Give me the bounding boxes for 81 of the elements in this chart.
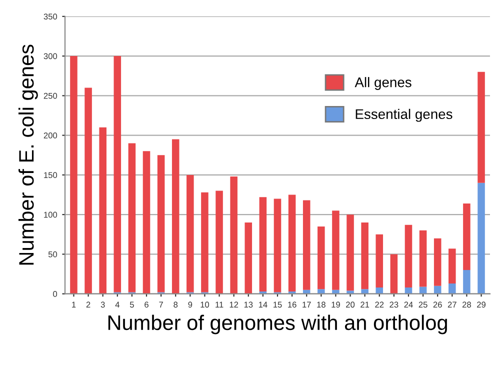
legend-label: All genes	[354, 77, 412, 90]
bar	[478, 72, 485, 183]
bar	[434, 286, 442, 294]
y-tick-label: 300	[44, 53, 58, 60]
x-tick-label: 11	[216, 302, 224, 308]
y-tick-label: 350	[44, 14, 58, 20]
bar	[302, 200, 310, 290]
bar	[128, 143, 136, 292]
x-tick-label: 4	[115, 302, 120, 308]
x-tick-label: 13	[244, 302, 253, 308]
bar	[361, 222, 368, 290]
x-tick-label: 15	[274, 302, 282, 308]
bar	[419, 286, 427, 294]
bar	[157, 155, 165, 292]
y-tick-label: 250	[44, 92, 58, 99]
bar	[186, 174, 194, 292]
x-tick-label: 5	[130, 302, 134, 308]
y-tick-label: 100	[44, 212, 58, 218]
bar	[419, 230, 427, 287]
bar	[142, 151, 150, 294]
x-tick-label: 17	[302, 302, 311, 308]
x-tick-label: 2	[86, 302, 90, 308]
bar	[230, 176, 238, 294]
x-tick-label: 7	[159, 302, 163, 308]
x-tick-label: 25	[418, 302, 428, 308]
bar	[244, 222, 252, 294]
y-axis-title: Number of E. coli genes	[18, 44, 38, 265]
x-tick-label: 19	[332, 302, 340, 308]
x-tick-label: 18	[317, 302, 326, 308]
bar	[274, 198, 282, 292]
bar	[216, 190, 223, 294]
bar	[332, 210, 340, 290]
bar	[259, 197, 267, 292]
bar	[478, 182, 485, 294]
x-tick-label: 6	[144, 302, 148, 308]
bar	[84, 88, 92, 294]
bar	[172, 139, 180, 294]
bar	[201, 192, 208, 292]
bar	[361, 289, 368, 294]
bar	[99, 127, 106, 294]
x-tick-label: 26	[433, 302, 442, 308]
bar	[332, 290, 340, 294]
x-axis-title: Number of genomes with an ortholog	[108, 314, 447, 334]
x-tick-label: 28	[462, 302, 471, 308]
bar	[390, 254, 398, 294]
bar	[318, 226, 325, 290]
bar	[114, 56, 122, 292]
y-tick-label: 200	[44, 132, 58, 138]
x-tick-label: 14	[258, 302, 268, 308]
x-tick-label: 29	[477, 302, 486, 308]
x-tick-label: 27	[448, 302, 456, 308]
x-tick-label: 1	[72, 302, 76, 308]
bar	[434, 238, 442, 286]
bar	[404, 224, 412, 288]
x-tick-label: 23	[390, 302, 398, 308]
x-tick-label: 9	[188, 302, 192, 308]
x-tick-label: 12	[230, 302, 238, 308]
bar	[448, 248, 456, 284]
x-tick-label: 20	[346, 302, 355, 308]
y-tick-label: 0	[53, 291, 58, 297]
x-tick-label: 8	[174, 302, 178, 308]
bar	[376, 287, 384, 294]
x-tick-label: 16	[288, 302, 296, 308]
bar	[448, 284, 456, 294]
bar	[376, 234, 384, 288]
bar	[346, 290, 354, 294]
y-tick-label: 150	[44, 172, 58, 178]
x-tick-label: 22	[375, 302, 384, 308]
bar	[463, 203, 470, 270]
bar	[70, 56, 78, 294]
bar	[318, 289, 325, 294]
y-tick-label: 50	[48, 251, 58, 258]
x-tick-label: 10	[200, 302, 210, 308]
bar	[288, 194, 296, 292]
legend-label: Essential genes	[356, 108, 452, 122]
bar	[404, 287, 412, 294]
bar	[463, 270, 470, 294]
bar	[346, 214, 354, 291]
x-tick-label: 24	[404, 302, 413, 308]
x-tick-label: 21	[360, 302, 370, 308]
x-tick-label: 3	[100, 302, 105, 308]
